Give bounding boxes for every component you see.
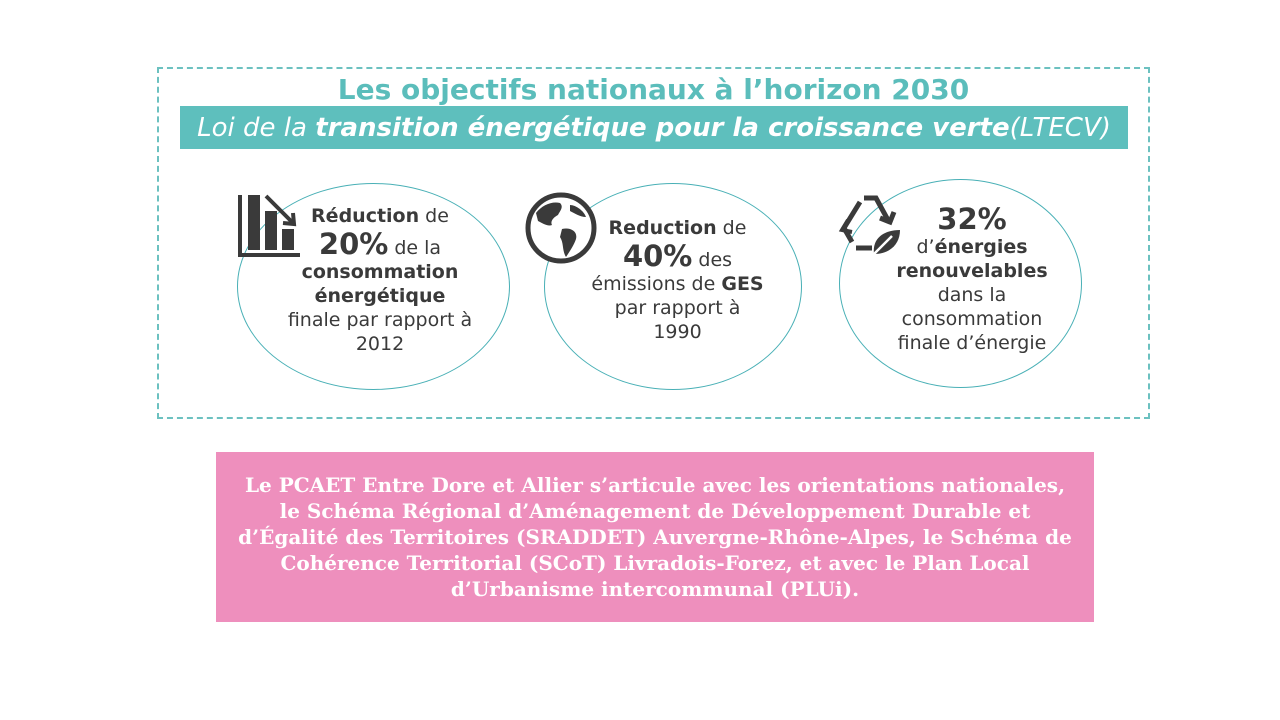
objective-energy-line3: finale par rapport à bbox=[287, 309, 473, 331]
subtitle-band: Loi de la transition énergétique pour la… bbox=[180, 106, 1128, 149]
objective-energy-line2: 20% de la bbox=[318, 227, 442, 261]
subtitle-suffix: (LTECV) bbox=[1009, 112, 1111, 143]
objective-circle-energy bbox=[237, 183, 510, 390]
objective-renewables-line3: dans la bbox=[937, 284, 1007, 306]
objective-renewables-line1: d’énergies bbox=[916, 236, 1028, 258]
objective-energy-bold2: énergétique bbox=[314, 285, 446, 307]
objective-energy-line4: 2012 bbox=[355, 333, 405, 355]
objectives-frame bbox=[157, 67, 1150, 419]
objective-renewables-percent: 32% bbox=[937, 202, 1007, 236]
objective-renewables-line5: finale d’énergie bbox=[897, 332, 1047, 354]
pcaet-note-text: Le PCAET Entre Dore et Allier s’articule… bbox=[238, 473, 1072, 601]
objective-energy-bold1: consommation bbox=[301, 261, 459, 283]
page-title: Les objectifs nationaux à l’horizon 2030 bbox=[337, 73, 970, 106]
objective-ges-line2: 40% des bbox=[622, 239, 733, 273]
objective-renewables-line4: consommation bbox=[901, 308, 1043, 330]
subtitle-prefix: Loi de la bbox=[197, 112, 307, 143]
objective-ges-line5: 1990 bbox=[653, 321, 702, 343]
objective-ges-line3: émissions de GES bbox=[591, 273, 764, 295]
objective-ges-line4: par rapport à bbox=[614, 297, 741, 319]
bar-chart-decrease-icon bbox=[238, 194, 300, 257]
objective-ges-text: Reduction de 40% des émissions de GES pa… bbox=[585, 216, 770, 344]
recycle-leaf-icon bbox=[838, 195, 900, 259]
objective-circle-renewables bbox=[839, 179, 1082, 388]
objective-energy-line1: Réduction de bbox=[311, 205, 449, 227]
objective-energy-text: Réduction de 20% de la consommation éner… bbox=[280, 204, 480, 356]
objective-renewables-text: 32% d’énergies renouvelables dans la con… bbox=[872, 203, 1072, 355]
objective-renewables-line2: renouvelables bbox=[896, 260, 1048, 282]
objective-circle-ges bbox=[544, 183, 802, 390]
subtitle-bold: transition énergétique pour la croissanc… bbox=[315, 112, 1010, 143]
objective-ges-line1: Reduction de bbox=[608, 217, 747, 239]
globe-icon bbox=[525, 192, 597, 264]
pcaet-note-box: Le PCAET Entre Dore et Allier s’articule… bbox=[216, 452, 1094, 622]
